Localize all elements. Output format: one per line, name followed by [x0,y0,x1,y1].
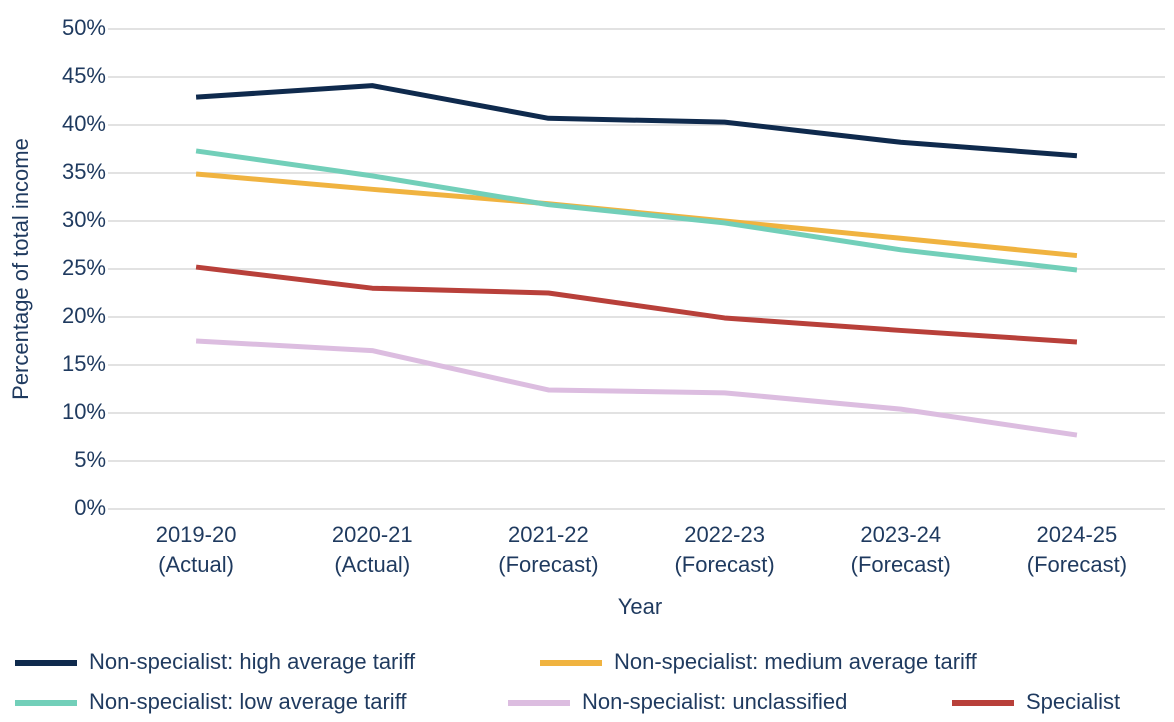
y-tick-label: 30% [62,207,106,232]
legend-label: Non-specialist: low average tariff [89,689,407,714]
legend-label: Non-specialist: high average tariff [89,649,416,674]
series-line [195,264,1078,345]
y-axis-label: Percentage of total income [8,138,33,400]
series-line [195,338,1078,438]
x-tick-label: 2022-23 (Forecast) [674,522,774,577]
y-tick-label: 5% [74,447,106,472]
x-axis-label: Year [618,594,662,619]
x-tick-label: 2024-25 (Forecast) [1027,522,1127,577]
x-tick-label: 2021-22 (Forecast) [498,522,598,577]
legend-label: Non-specialist: unclassified [582,689,847,714]
x-tick-label: 2019-20 (Actual) [156,522,237,577]
y-tick-label: 10% [62,399,106,424]
y-tick-label: 45% [62,63,106,88]
y-tick-label: 25% [62,255,106,280]
x-tick-label: 2020-21 (Actual) [332,522,413,577]
y-tick-label: 20% [62,303,106,328]
series-line [195,148,1078,273]
x-tick-label: 2023-24 (Forecast) [851,522,951,577]
y-tick-label: 35% [62,159,106,184]
legend-label: Non-specialist: medium average tariff [614,649,978,674]
series-line [195,83,1078,159]
y-tick-label: 15% [62,351,106,376]
y-tick-label: 50% [62,15,106,40]
y-tick-label: 40% [62,111,106,136]
legend-label: Specialist [1026,689,1120,714]
y-tick-label: 0% [74,495,106,520]
